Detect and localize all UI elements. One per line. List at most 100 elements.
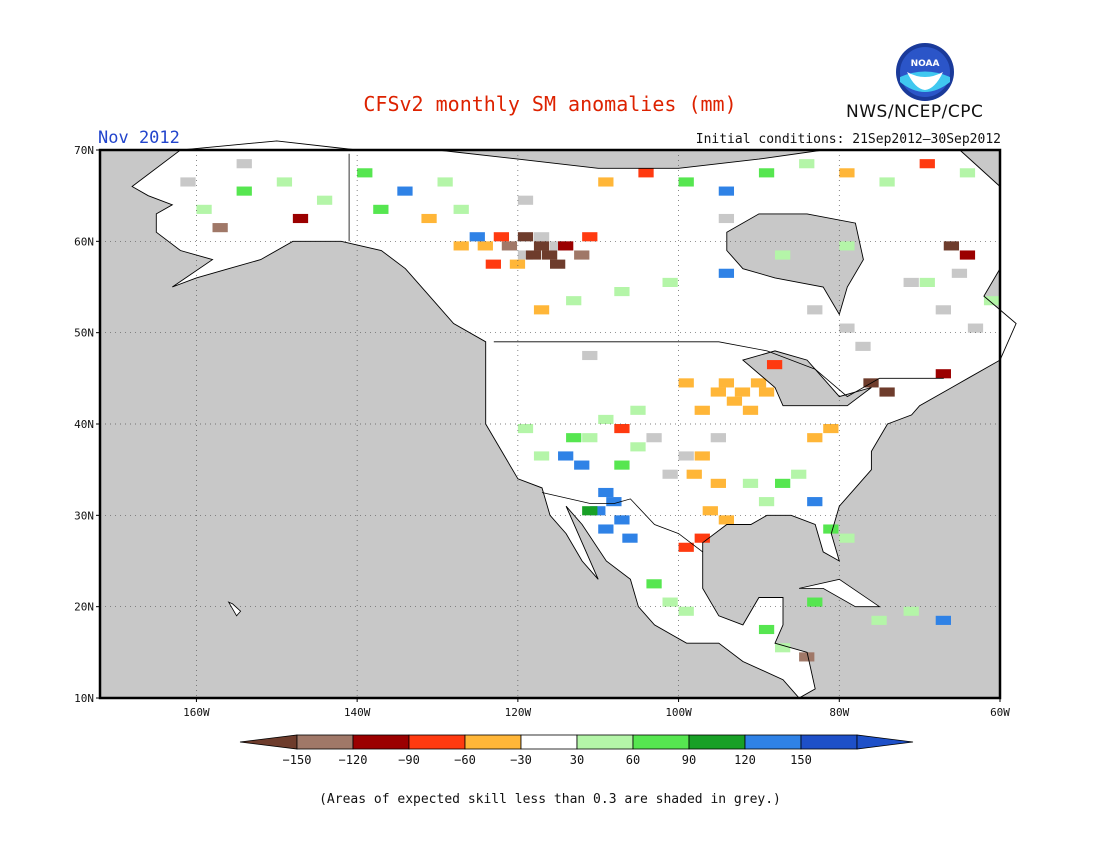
longitude-tick-label: 140W	[344, 706, 371, 719]
anomaly-cell	[791, 469, 807, 479]
latitude-tick-label: 40N	[74, 418, 94, 431]
low-skill-cell	[678, 451, 694, 461]
colorbar-tick-label: −30	[510, 753, 532, 767]
anomaly-cell	[477, 241, 493, 251]
anomaly-cell	[871, 615, 887, 625]
anomaly-cell	[718, 378, 735, 388]
anomaly-cell	[799, 652, 815, 662]
anomaly-cell	[678, 177, 694, 187]
anomaly-cell	[750, 378, 767, 388]
anomaly-cell	[525, 250, 542, 260]
anomaly-cell	[638, 168, 654, 178]
anomaly-cell	[807, 597, 823, 607]
anomaly-cell	[316, 195, 333, 205]
low-skill-cell	[718, 213, 735, 224]
longitude-tick-label: 120W	[505, 706, 532, 719]
anomaly-cell	[758, 387, 775, 397]
anomaly-cell	[678, 542, 694, 552]
low-skill-cell	[550, 241, 566, 251]
anomaly-cell	[485, 259, 501, 269]
noaa-logo: NOAA	[896, 43, 954, 101]
anomaly-cell	[935, 369, 951, 379]
anomaly-cell	[574, 460, 590, 470]
low-skill-cell	[517, 195, 534, 205]
low-skill-cell	[517, 250, 534, 260]
latitude-tick-label: 70N	[74, 144, 94, 157]
colorbar: −150 −120 −90 −60 −30 30 60 90 120 150	[239, 734, 914, 767]
anomaly-cell	[839, 533, 855, 543]
colorbar-box	[352, 734, 410, 750]
anomaly-cell	[598, 487, 614, 498]
continent-coastline	[131, 140, 1017, 699]
colorbar-box	[576, 734, 634, 750]
colorbar-box	[800, 734, 858, 750]
us-mexico-border	[541, 492, 703, 553]
colorbar-box	[688, 734, 746, 750]
cuba-outline	[799, 578, 881, 608]
colorbar-tick-label: 150	[790, 753, 812, 767]
anomaly-cell	[558, 451, 574, 461]
anomaly-cell	[630, 442, 646, 452]
anomaly-cell	[533, 305, 550, 315]
anomaly-cell	[453, 204, 469, 214]
anomaly-cell	[758, 624, 775, 635]
anomaly-cell	[598, 414, 614, 424]
anomaly-cell	[766, 360, 783, 370]
anomaly-cell	[582, 506, 598, 516]
anomaly-cell	[614, 424, 630, 434]
colorbar-tick-label: −60	[454, 753, 476, 767]
forecast-month-label: Nov 2012	[98, 128, 180, 148]
logo-text: NOAA	[911, 59, 940, 69]
anomaly-cell	[799, 159, 815, 169]
anomaly-cell	[493, 232, 510, 242]
anomaly-cell	[718, 515, 735, 525]
colorbar-tick-label: 90	[682, 753, 696, 767]
colorbar-arrow-right	[856, 734, 914, 750]
anomaly-cell	[879, 387, 895, 397]
colorbar-box	[296, 734, 354, 750]
anomaly-cell	[742, 405, 759, 415]
anomaly-cell	[839, 241, 855, 251]
anomaly-cell	[983, 296, 1000, 306]
low-skill-cell	[903, 277, 919, 287]
anomaly-cell	[292, 213, 309, 224]
colorbar-box	[632, 734, 690, 750]
anomaly-cell	[943, 241, 960, 251]
low-skill-cell	[951, 268, 968, 278]
anomaly-cell	[734, 387, 751, 397]
colorbar-box	[464, 734, 522, 750]
colorbar-tick-label: −90	[398, 753, 420, 767]
anomaly-cell	[919, 159, 935, 169]
low-skill-cell	[807, 305, 823, 315]
low-skill-cell	[783, 378, 799, 388]
low-skill-cell	[180, 177, 196, 187]
anomaly-cell	[501, 241, 518, 251]
colorbar-tick-label: 30	[570, 753, 584, 767]
hawaii-outline	[227, 601, 242, 617]
agency-label: NWS/NCEP/CPC	[846, 102, 984, 122]
low-skill-cell	[935, 305, 951, 315]
anomaly-cell	[718, 186, 735, 196]
anomaly-cell	[558, 241, 574, 251]
anomaly-cell	[533, 451, 550, 461]
anomaly-cell	[726, 396, 743, 406]
anomaly-cell	[574, 250, 590, 260]
anomaly-cell	[686, 469, 702, 479]
longitude-tick-label: 100W	[665, 706, 692, 719]
anomaly-cell	[212, 223, 228, 233]
anomaly-cell	[710, 478, 726, 488]
anomaly-cell	[566, 296, 582, 306]
anomaly-cell	[196, 204, 212, 214]
anomaly-cell	[606, 497, 622, 507]
anomaly-cell	[622, 533, 638, 543]
us-canada-border	[493, 341, 944, 398]
map-axis-labels: 160W 140W 120W 100W 80W 60W 70N 60N 50N 40N 30N 20N…	[74, 144, 1010, 719]
anomaly-cell	[879, 177, 895, 187]
anomaly-cell	[758, 168, 775, 178]
low-skill-cell	[236, 159, 252, 169]
anomaly-cell	[437, 177, 453, 187]
anomaly-cell	[662, 597, 678, 607]
low-skill-cell	[710, 433, 726, 443]
initial-conditions-label: Initial conditions: 21Sep2012—30Sep2012	[695, 132, 1001, 147]
